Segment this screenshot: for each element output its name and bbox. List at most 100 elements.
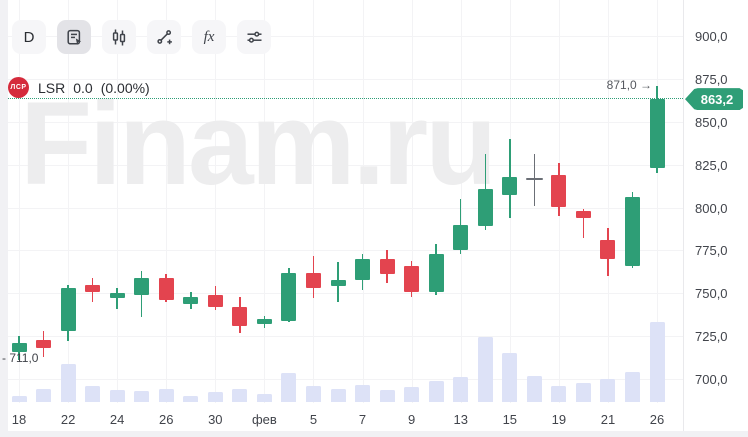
volume-bar [256, 394, 272, 402]
date-axis-label: 13 [453, 412, 468, 427]
candle-body [36, 339, 52, 349]
volume-bar [600, 379, 616, 402]
candle-body [355, 258, 371, 280]
date-axis-label: 5 [309, 412, 318, 427]
candle-body [625, 197, 640, 266]
volume-bar [232, 389, 248, 402]
vertical-gridline [362, 0, 364, 403]
volume-bar [575, 383, 591, 402]
ticker-change: 0.0 [73, 79, 93, 96]
candle-body [525, 178, 543, 180]
volume-bar [158, 389, 174, 402]
note-edit-icon [65, 28, 84, 47]
vertical-gridline [313, 0, 315, 403]
price-axis[interactable]: 900,0 875,0 850,0 825,0 800,0 775,0 750,0 725,0… [683, 0, 748, 437]
vertical-gridline [19, 0, 20, 403]
candle-wick [116, 288, 118, 309]
horizontal-gridline [8, 293, 683, 295]
date-axis[interactable]: 18 22 24 26 30 фев 5 7 9 13 15 19 21 26 [8, 403, 683, 431]
vertical-gridline [657, 0, 659, 403]
date-axis-label: 7 [358, 412, 367, 427]
candle-body [477, 188, 493, 227]
candlestick-icon [110, 28, 128, 47]
date-axis-label: 18 [11, 412, 27, 427]
lsr-logo: ЛСР [8, 77, 29, 98]
date-axis-label: фев [251, 412, 277, 427]
volume-bar [207, 392, 223, 402]
candle-body [109, 293, 125, 299]
candle-body [404, 265, 420, 292]
timeframe-button[interactable]: D [12, 20, 46, 54]
volume-bar [134, 391, 150, 402]
last-price-line [8, 98, 683, 100]
volume-bar [60, 364, 76, 402]
candle-body [453, 224, 469, 251]
date-axis-label: 24 [109, 412, 125, 427]
ticker-row[interactable]: ЛСР LSR 0.0 (0.00%) [8, 77, 150, 98]
date-axis-label: 26 [159, 412, 174, 427]
trend-line-plus-icon [155, 28, 174, 47]
price-axis-label: 900,0 [695, 29, 728, 44]
candle-body [11, 342, 27, 352]
candle-body [575, 210, 591, 218]
candle-body [330, 279, 346, 287]
price-axis-label: 875,0 [695, 71, 728, 87]
date-axis-label: 21 [600, 412, 616, 427]
price-axis-label: 825,0 [695, 157, 728, 173]
candle-body [502, 176, 518, 196]
high-price-annotation: 871,0 → [606, 77, 653, 92]
chart-type-button[interactable] [102, 20, 136, 54]
candle-body [428, 253, 444, 292]
volume-bar [305, 386, 321, 402]
vertical-gridline [117, 0, 119, 403]
finam-watermark: Finam.ru [20, 78, 497, 210]
horizontal-gridline [8, 379, 683, 380]
volume-bar [355, 385, 371, 402]
price-axis-label: 775,0 [695, 243, 728, 259]
date-axis-label: 15 [502, 412, 518, 427]
indicators-button[interactable]: fx [192, 20, 226, 54]
volume-bar [428, 381, 444, 402]
volume-bar [453, 377, 469, 402]
candle-wick [582, 209, 585, 239]
ticker-info: LSR 0.0 (0.00%) [38, 80, 150, 96]
volume-bar [85, 386, 101, 402]
date-axis-label: 26 [649, 412, 665, 427]
fx-icon: fx [203, 28, 215, 45]
volume-bar [477, 337, 493, 402]
vertical-gridline [166, 0, 168, 403]
date-axis-label: 19 [551, 412, 567, 427]
volume-bar [625, 372, 640, 402]
candlestick-chart[interactable]: Finam.ru 871,0 → [8, 0, 683, 404]
candle-body [134, 277, 150, 295]
volume-bar [551, 386, 567, 402]
annotation-tool-button[interactable] [57, 20, 91, 54]
date-axis-label: 30 [208, 412, 223, 427]
drawing-tools-button[interactable] [147, 20, 181, 54]
candle-body [600, 240, 616, 259]
horizontal-gridline [8, 336, 683, 338]
horizontal-gridline [8, 36, 683, 37]
candle-body [379, 258, 395, 275]
sliders-icon [245, 28, 264, 47]
candle-body [232, 306, 248, 326]
low-price-annotation: - 711,0 [2, 351, 39, 366]
volume-bar [526, 376, 542, 402]
candle-body [649, 99, 665, 169]
volume-bar [404, 387, 420, 402]
horizontal-gridline [8, 121, 683, 123]
price-axis-label: 750,0 [695, 286, 728, 302]
volume-bar [379, 390, 395, 402]
candle-body [256, 318, 272, 325]
timeframe-label: D [23, 28, 35, 46]
volume-bar [330, 389, 346, 402]
volume-bar [281, 373, 297, 402]
settings-button[interactable] [237, 20, 271, 54]
vertical-gridline [215, 0, 217, 403]
vertical-gridline [607, 0, 609, 403]
candle-wick [533, 154, 536, 206]
volume-bar [502, 353, 518, 402]
price-axis-label: 725,0 [695, 329, 728, 345]
volume-bar [109, 390, 125, 402]
